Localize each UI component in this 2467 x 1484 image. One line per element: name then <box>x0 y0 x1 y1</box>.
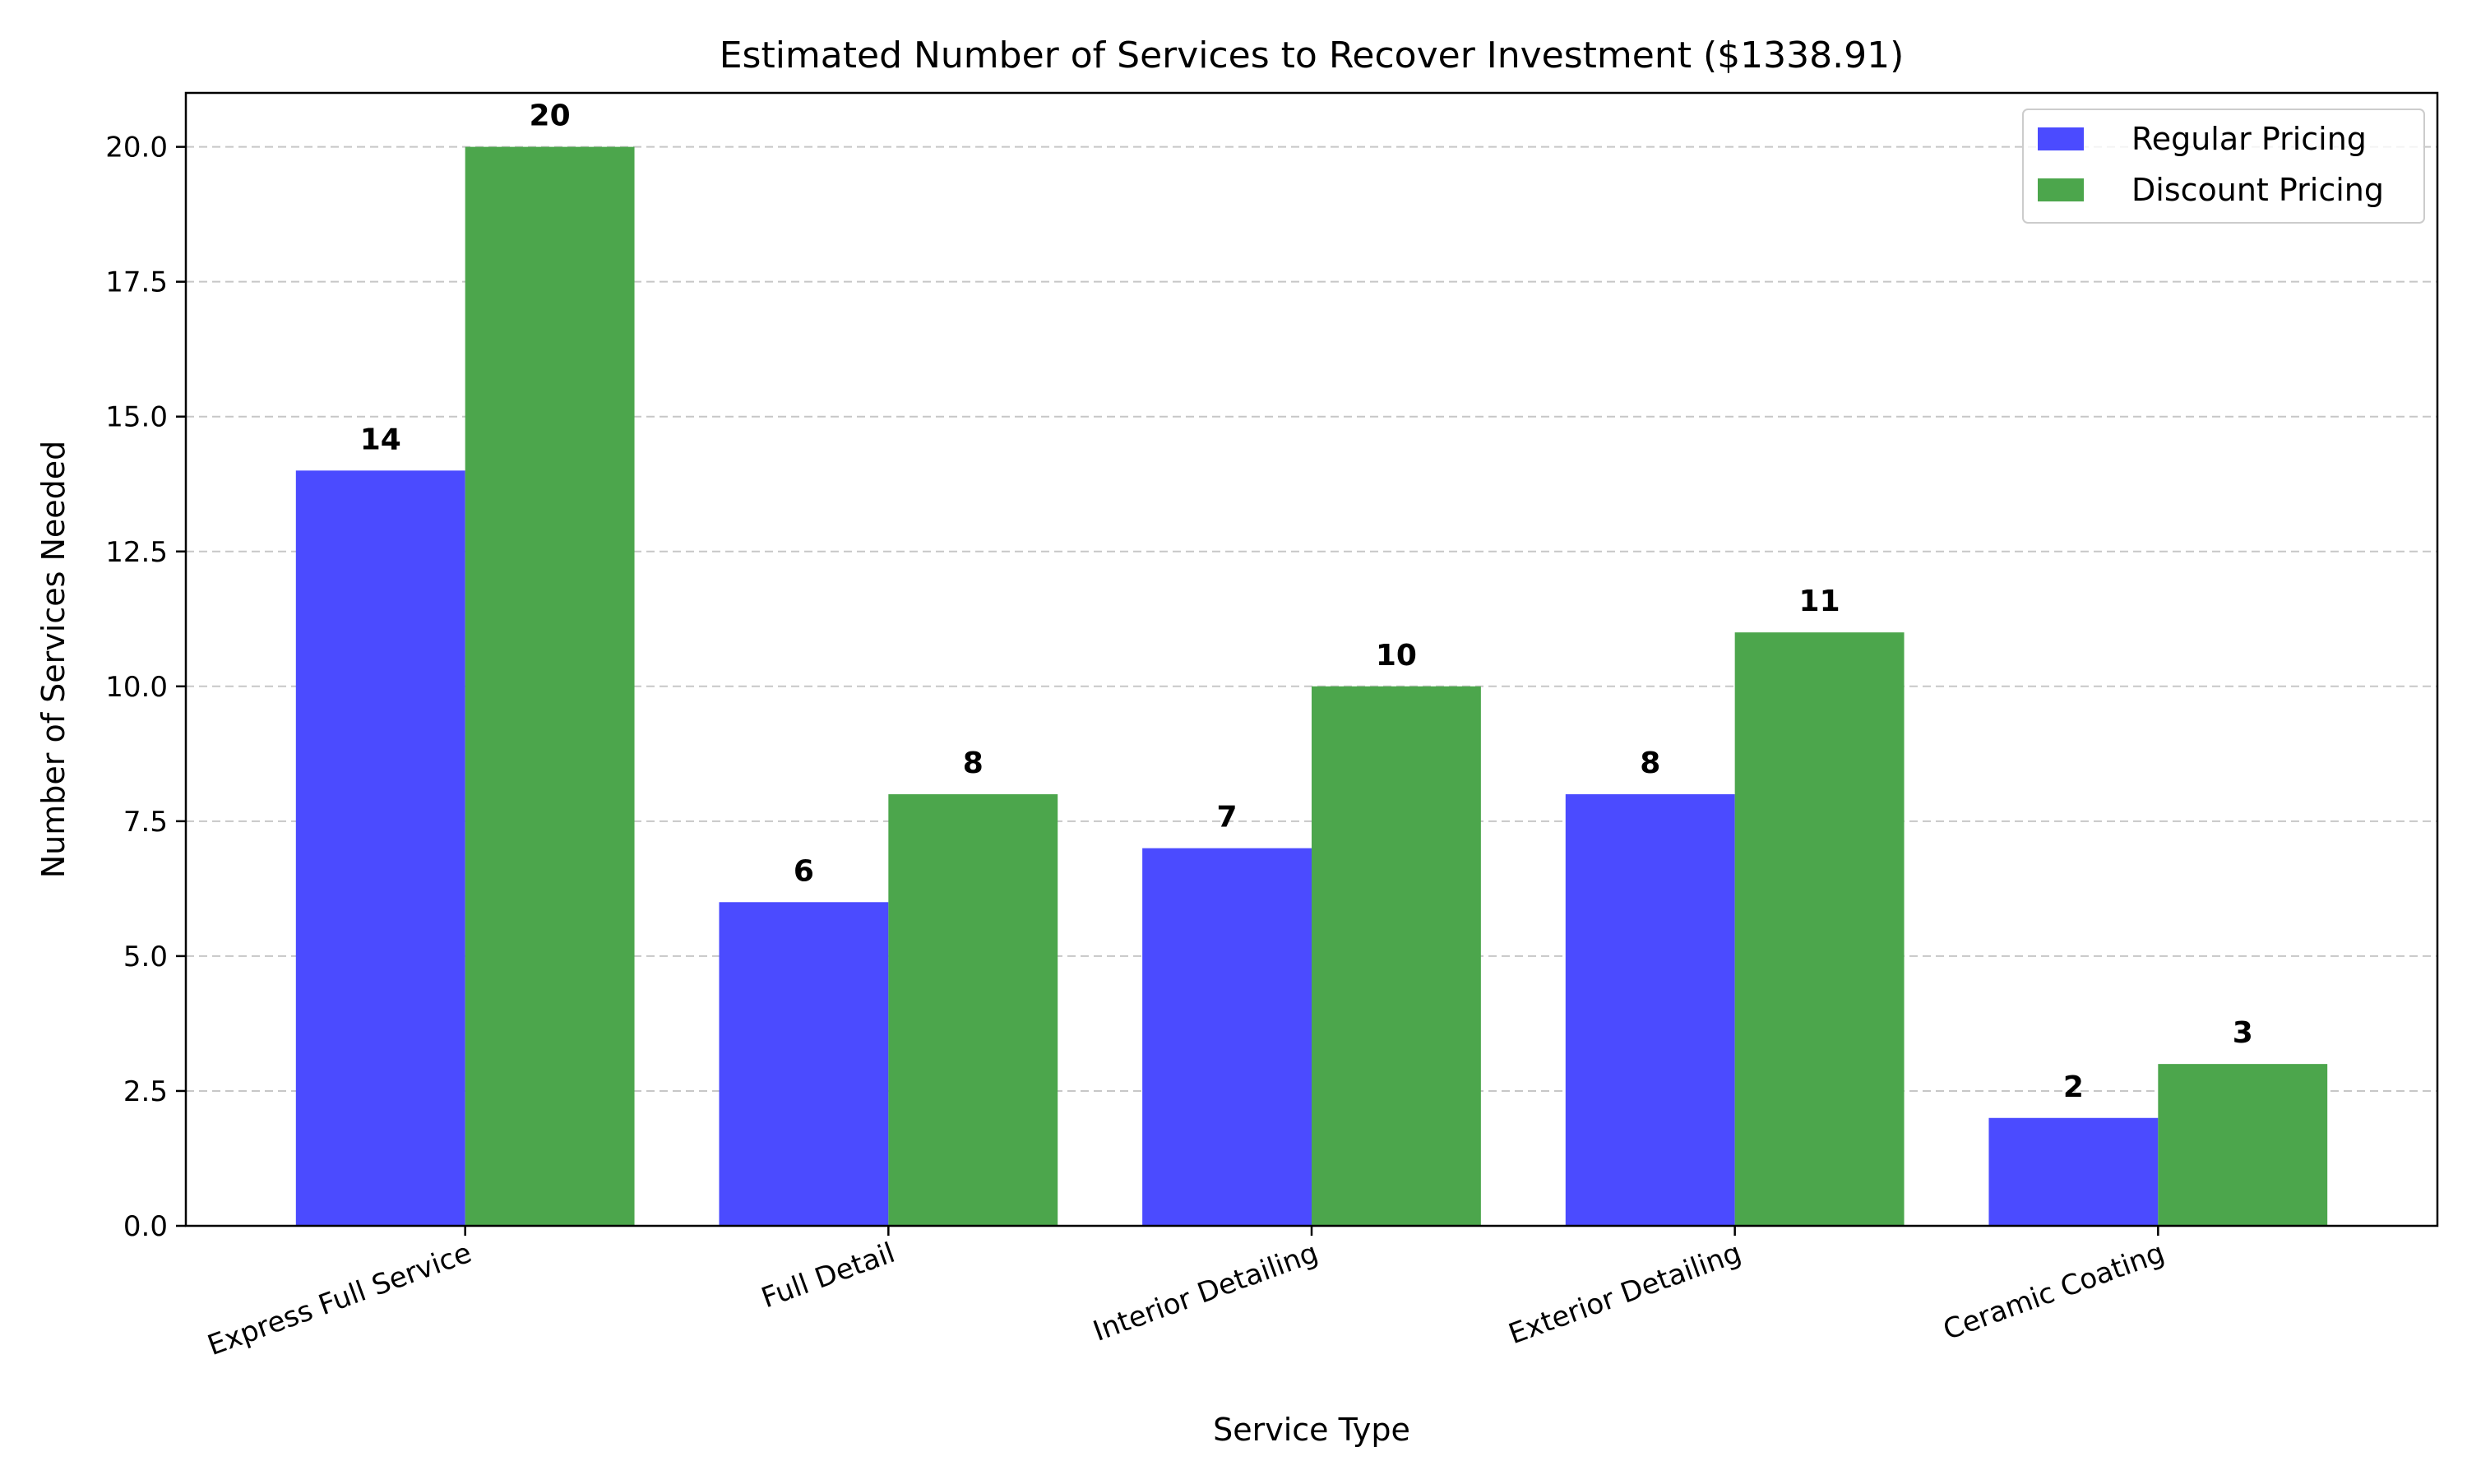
legend-label: Discount Pricing <box>2131 172 2384 208</box>
y-tick-label: 10.0 <box>105 671 168 704</box>
bar-value-label: 7 <box>1217 801 1238 834</box>
data-labels: 14 6 7 8 2 20 8 10 11 3 <box>360 99 2253 1104</box>
bar-regular-pricing <box>1142 848 1312 1226</box>
y-tick-label: 20.0 <box>105 132 168 164</box>
y-tick-label: 7.5 <box>123 806 168 839</box>
bar-value-label: 11 <box>1799 585 1840 618</box>
y-tick-label: 2.5 <box>123 1075 168 1108</box>
bar-regular-pricing <box>1988 1117 2159 1226</box>
chart-title: Estimated Number of Services to Recover … <box>720 35 1905 76</box>
bar-value-label: 14 <box>360 423 401 456</box>
bar-discount-pricing <box>888 794 1058 1226</box>
bar-regular-pricing <box>1565 794 1735 1226</box>
x-axis-ticks: Express Full Service Full Detail Interior … <box>203 1226 2168 1362</box>
x-axis-label: Service Type <box>1213 1412 1410 1448</box>
x-tick-label: Interior Detailing <box>1089 1237 1322 1348</box>
y-axis-label: Number of Services Needed <box>35 441 72 879</box>
y-tick-label: 15.0 <box>105 401 168 434</box>
bar-discount-pricing <box>1312 686 1481 1226</box>
x-tick-label: Ceramic Coating <box>1939 1237 2168 1347</box>
legend-box <box>2022 109 2425 224</box>
bars <box>295 146 2328 1227</box>
legend-label: Regular Pricing <box>2131 121 2367 157</box>
y-tick-label: 17.5 <box>105 266 168 299</box>
bar-value-label: 20 <box>530 99 571 133</box>
bar-value-label: 6 <box>794 854 814 888</box>
bar-value-label: 10 <box>1376 639 1417 673</box>
bar-value-label: 3 <box>2233 1016 2253 1050</box>
legend-swatch <box>2038 127 2084 150</box>
bar-value-label: 2 <box>2063 1070 2084 1104</box>
bar-regular-pricing <box>295 470 465 1226</box>
y-axis-ticks: 0.0 2.5 5.0 7.5 10.0 12.5 15.0 17.5 20.0 <box>105 132 186 1243</box>
x-tick-label: Express Full Service <box>203 1237 475 1362</box>
x-tick-label: Exterior Detailing <box>1504 1237 1745 1351</box>
bar-discount-pricing <box>465 146 635 1227</box>
bar-discount-pricing <box>1734 632 1905 1226</box>
bar-value-label: 8 <box>1640 747 1660 780</box>
legend: Regular Pricing Discount Pricing <box>2022 109 2425 224</box>
x-tick-label: Full Detail <box>757 1237 900 1315</box>
bar-value-label: 8 <box>963 747 984 780</box>
y-tick-label: 12.5 <box>105 536 168 569</box>
bar-discount-pricing <box>2158 1064 2328 1226</box>
legend-swatch <box>2038 178 2084 201</box>
bar-regular-pricing <box>719 902 889 1226</box>
y-tick-label: 0.0 <box>123 1210 168 1243</box>
y-tick-label: 5.0 <box>123 941 168 973</box>
